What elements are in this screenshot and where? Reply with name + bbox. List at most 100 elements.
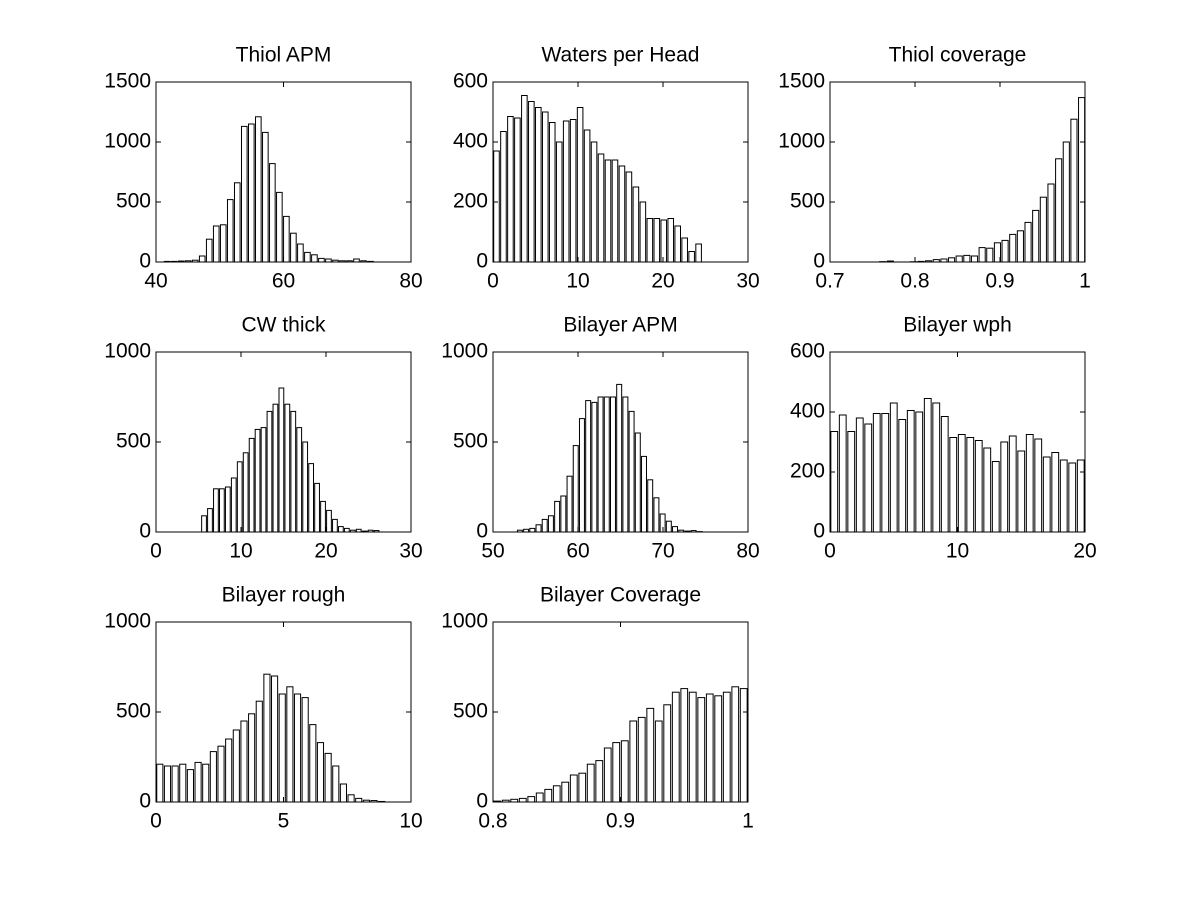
bar bbox=[213, 488, 219, 533]
bar bbox=[612, 742, 621, 803]
bar bbox=[595, 760, 604, 803]
bar bbox=[528, 101, 535, 263]
bar bbox=[332, 518, 338, 533]
x-tick-label: 10 bbox=[566, 270, 589, 293]
bar bbox=[955, 255, 963, 263]
bar bbox=[731, 686, 740, 803]
y-tick-label: 1000 bbox=[778, 130, 825, 153]
bar bbox=[355, 797, 363, 803]
bar bbox=[521, 95, 528, 263]
bar bbox=[1062, 141, 1070, 263]
bar bbox=[697, 697, 706, 803]
y-tick-label: 200 bbox=[453, 190, 488, 213]
bar bbox=[554, 500, 561, 533]
axes-title: CW thick bbox=[242, 314, 327, 337]
bar bbox=[632, 186, 640, 263]
x-tick-label: 10 bbox=[229, 540, 252, 563]
y-tick-label: 500 bbox=[790, 190, 825, 213]
x-tick-label: 0.9 bbox=[606, 810, 635, 833]
bar bbox=[923, 398, 932, 533]
bar bbox=[947, 257, 956, 263]
bar bbox=[500, 131, 507, 263]
bar bbox=[186, 769, 194, 803]
bar bbox=[248, 713, 256, 803]
bar bbox=[572, 445, 579, 533]
bar bbox=[646, 218, 654, 263]
bar bbox=[974, 440, 983, 533]
bar bbox=[597, 396, 604, 533]
bar bbox=[507, 116, 514, 263]
bar bbox=[672, 526, 679, 533]
bar bbox=[194, 761, 202, 803]
bar bbox=[585, 400, 592, 533]
bar bbox=[680, 688, 689, 803]
bar bbox=[949, 437, 958, 533]
bar bbox=[1042, 456, 1051, 533]
bar bbox=[240, 720, 248, 803]
bar bbox=[647, 479, 654, 533]
x-tick-label: 1 bbox=[742, 810, 754, 833]
bar bbox=[618, 165, 626, 263]
x-tick-label: 30 bbox=[399, 540, 422, 563]
bar bbox=[535, 107, 542, 263]
bar bbox=[230, 477, 237, 533]
bar bbox=[653, 218, 661, 263]
bar bbox=[622, 396, 629, 533]
bar bbox=[674, 225, 681, 263]
bar bbox=[269, 163, 276, 263]
bar bbox=[1039, 196, 1047, 263]
bar bbox=[286, 686, 294, 803]
y-tick-label: 0 bbox=[813, 520, 825, 543]
bar bbox=[628, 410, 635, 533]
y-tick-label: 1500 bbox=[778, 70, 825, 93]
bar bbox=[552, 785, 561, 803]
x-tick-label: 0.9 bbox=[985, 270, 1014, 293]
axes-title: Thiol coverage bbox=[889, 44, 1027, 67]
bar bbox=[337, 526, 344, 533]
bar bbox=[278, 387, 285, 533]
bar bbox=[978, 247, 986, 263]
y-tick-label: 0 bbox=[476, 790, 488, 813]
bar bbox=[248, 437, 255, 533]
y-tick-label: 1000 bbox=[104, 610, 151, 633]
bar bbox=[1008, 435, 1017, 533]
bar bbox=[205, 238, 213, 263]
bar bbox=[301, 697, 309, 803]
bar bbox=[966, 437, 975, 533]
bar bbox=[156, 763, 164, 803]
bar bbox=[1034, 438, 1043, 533]
y-tick-label: 600 bbox=[453, 70, 488, 93]
bar bbox=[963, 254, 971, 263]
bar bbox=[224, 486, 231, 533]
bar bbox=[324, 752, 332, 803]
x-tick-label: 0.8 bbox=[900, 270, 929, 293]
bar bbox=[1068, 462, 1077, 533]
bar bbox=[272, 403, 279, 533]
bar bbox=[163, 765, 172, 803]
bar bbox=[898, 419, 907, 533]
y-tick-label: 400 bbox=[790, 400, 825, 423]
bar bbox=[1055, 158, 1063, 263]
bar bbox=[646, 707, 655, 803]
bar bbox=[296, 427, 303, 533]
bar bbox=[881, 413, 890, 533]
bar bbox=[548, 122, 556, 263]
bar bbox=[847, 431, 856, 533]
bar bbox=[541, 518, 548, 533]
y-tick-label: 600 bbox=[790, 340, 825, 363]
bar bbox=[616, 383, 623, 533]
bar bbox=[278, 693, 286, 803]
bar bbox=[562, 120, 570, 263]
bar bbox=[611, 159, 619, 263]
bar bbox=[940, 416, 949, 533]
axes-frame bbox=[829, 81, 1086, 263]
bar bbox=[641, 455, 647, 533]
bar bbox=[290, 410, 297, 533]
bar bbox=[739, 688, 748, 803]
bar bbox=[311, 254, 318, 263]
bar bbox=[271, 675, 279, 803]
bar bbox=[343, 527, 350, 533]
bar bbox=[906, 410, 915, 533]
bar bbox=[665, 520, 672, 533]
